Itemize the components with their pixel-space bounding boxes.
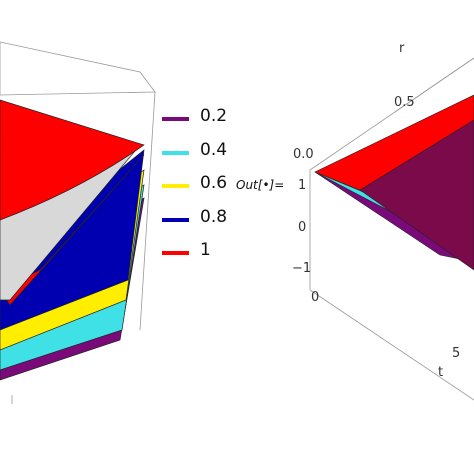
plot-box-bottom-edge xyxy=(309,289,474,401)
legend-item: 0.4 xyxy=(162,138,242,172)
left-surface-plot xyxy=(0,41,156,404)
right-surface-plot: r 0.5 0.0 1 0 −1 0 5 t xyxy=(292,41,474,401)
plot-box-right-edge xyxy=(139,91,156,331)
legend-label: 0.2 xyxy=(200,106,228,126)
legend-item: 0.6 xyxy=(162,171,242,205)
plot-box-top-edge xyxy=(0,41,156,96)
legend-swatch xyxy=(162,217,189,222)
r-tick-label: 0.5 xyxy=(394,95,415,110)
legend-swatch xyxy=(162,184,189,188)
legend-label: 0.6 xyxy=(200,173,228,193)
legend-item: 1 xyxy=(162,238,242,272)
legend-swatch xyxy=(162,150,189,155)
r-axis-line xyxy=(394,57,474,113)
output-cell-label: Out[•]= xyxy=(236,178,285,192)
top-surface-red xyxy=(314,94,474,191)
legend-label: 0.4 xyxy=(200,139,228,160)
legend: 0.2 0.4 0.6 0.8 1 xyxy=(162,104,242,272)
z-tick-label: −1 xyxy=(292,261,311,276)
z-tick-label: 1 xyxy=(298,178,306,193)
legend-item: 0.2 xyxy=(162,104,242,138)
t-tick-label: 5 xyxy=(452,346,460,361)
top-surface xyxy=(0,99,145,221)
legend-label: 0.8 xyxy=(200,206,228,227)
r-axis-label: r xyxy=(399,41,405,56)
legend-item: 0.8 xyxy=(162,205,242,239)
t-axis-label: t xyxy=(438,365,443,380)
legend-swatch xyxy=(162,117,189,121)
legend-swatch xyxy=(162,251,189,255)
t-tick-label: 0 xyxy=(311,290,319,305)
r-tick-label: 0.0 xyxy=(293,147,314,162)
z-tick-label: 0 xyxy=(298,220,306,235)
legend-label: 1 xyxy=(200,240,211,260)
